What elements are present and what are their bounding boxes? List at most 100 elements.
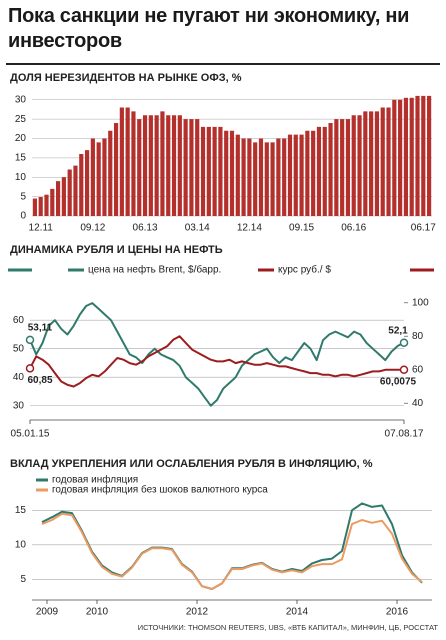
bar <box>398 99 403 216</box>
x-tick-label: 06.16 <box>341 223 366 234</box>
bar <box>276 138 281 216</box>
bar <box>44 194 49 216</box>
bar <box>386 107 391 216</box>
y-tick-label: 40 <box>13 372 25 383</box>
bar <box>369 111 374 216</box>
bar <box>322 126 327 216</box>
legend-label: годовая инфляция <box>52 474 138 486</box>
bar <box>229 130 235 216</box>
bar <box>160 111 165 216</box>
legend-label: годовая инфляция без шоков валютного кур… <box>52 484 268 496</box>
y-tick-label: 60 <box>13 315 25 326</box>
bar <box>131 111 136 216</box>
bar <box>79 154 84 216</box>
legend-label: цена на нефть Brent, $/барр. <box>88 264 221 276</box>
point-marker <box>399 338 409 347</box>
x-tick-label: 07.08.17 <box>385 429 424 440</box>
bar <box>171 115 177 216</box>
point-marker <box>25 335 35 345</box>
bar <box>189 119 194 216</box>
bar <box>340 119 345 216</box>
bar <box>206 126 211 216</box>
source: ИСТОЧНИКИ: THOMSON REUTERS, UBS, «ВТБ КА… <box>138 623 439 632</box>
bar <box>32 198 37 216</box>
bar <box>142 115 148 216</box>
bar <box>270 142 275 216</box>
bar <box>113 123 119 216</box>
x-tick-label: 12.14 <box>237 223 262 234</box>
y-tick-label: 5 <box>20 191 26 202</box>
y2-tick-label: 60 <box>412 364 424 375</box>
bar <box>67 169 72 216</box>
y-tick-label: 25 <box>15 114 27 125</box>
bar <box>102 138 107 216</box>
bar <box>177 115 182 216</box>
bar <box>374 111 380 216</box>
x-tick-label: 06.17 <box>411 223 436 234</box>
y2-tick-label: 40 <box>412 398 424 409</box>
y-tick-label: 0 <box>20 211 26 222</box>
series-line <box>41 502 423 590</box>
y2-tick-label: 100 <box>412 297 429 308</box>
legend-label: курс руб./ $ <box>278 264 331 276</box>
bar <box>90 138 95 216</box>
series-line <box>29 302 405 407</box>
bar <box>247 138 252 216</box>
bar <box>305 130 310 216</box>
bar <box>56 181 61 216</box>
x-tick-label: 09.15 <box>289 223 314 234</box>
y-tick-label: 30 <box>13 400 25 411</box>
bar <box>264 142 269 216</box>
bar <box>345 119 351 216</box>
bar <box>154 115 159 216</box>
x-tick-label: 05.01.15 <box>11 429 50 440</box>
chart-title: ДИНАМИКА РУБЛЯ И ЦЕНЫ НА НЕФТЬ <box>10 244 223 256</box>
y-tick-label: 20 <box>15 133 27 144</box>
x-tick-label: 2016 <box>386 607 409 618</box>
series-line <box>41 512 423 590</box>
bar <box>200 126 206 216</box>
bar <box>50 188 55 216</box>
bar <box>218 126 223 216</box>
bar <box>241 138 246 216</box>
bar <box>195 119 200 216</box>
x-tick-label: 2012 <box>186 607 209 618</box>
bar <box>403 97 408 216</box>
bar <box>119 107 124 216</box>
x-tick-label: 06.13 <box>133 223 158 234</box>
value-label: 53,11 <box>28 322 53 333</box>
x-tick-label: 12.11 <box>29 223 54 234</box>
y-tick-label: 5 <box>20 574 26 585</box>
bar <box>380 107 385 216</box>
x-tick-label: 2009 <box>36 607 59 618</box>
bar <box>282 138 287 216</box>
y-tick-label: 15 <box>15 505 27 516</box>
bar <box>392 99 397 216</box>
point-marker <box>25 364 35 373</box>
bar <box>212 126 217 216</box>
x-tick-label: 2014 <box>286 607 309 618</box>
y-tick-label: 50 <box>13 343 25 354</box>
bar <box>351 115 356 216</box>
y-tick-label: 30 <box>15 94 27 105</box>
bar <box>334 119 339 216</box>
bar <box>166 115 171 216</box>
bar <box>148 115 153 216</box>
bar <box>137 119 142 216</box>
bar <box>253 142 258 216</box>
x-tick-label: 03.14 <box>185 223 210 234</box>
bar <box>427 95 432 216</box>
bar <box>258 138 264 216</box>
bar <box>224 130 229 216</box>
bar <box>299 134 304 216</box>
y2-tick-label: 80 <box>412 331 424 342</box>
chart-title: ДОЛЯ НЕРЕЗИДЕНТОВ НА РЫНКЕ ОФЗ, % <box>10 72 242 84</box>
bar <box>421 95 426 216</box>
bar <box>73 165 78 216</box>
page-title: Пока санкции не пугают ни экономику, ни … <box>8 5 410 52</box>
bar <box>108 130 113 216</box>
bar <box>61 177 66 216</box>
bar <box>235 134 240 216</box>
bar <box>293 134 298 216</box>
